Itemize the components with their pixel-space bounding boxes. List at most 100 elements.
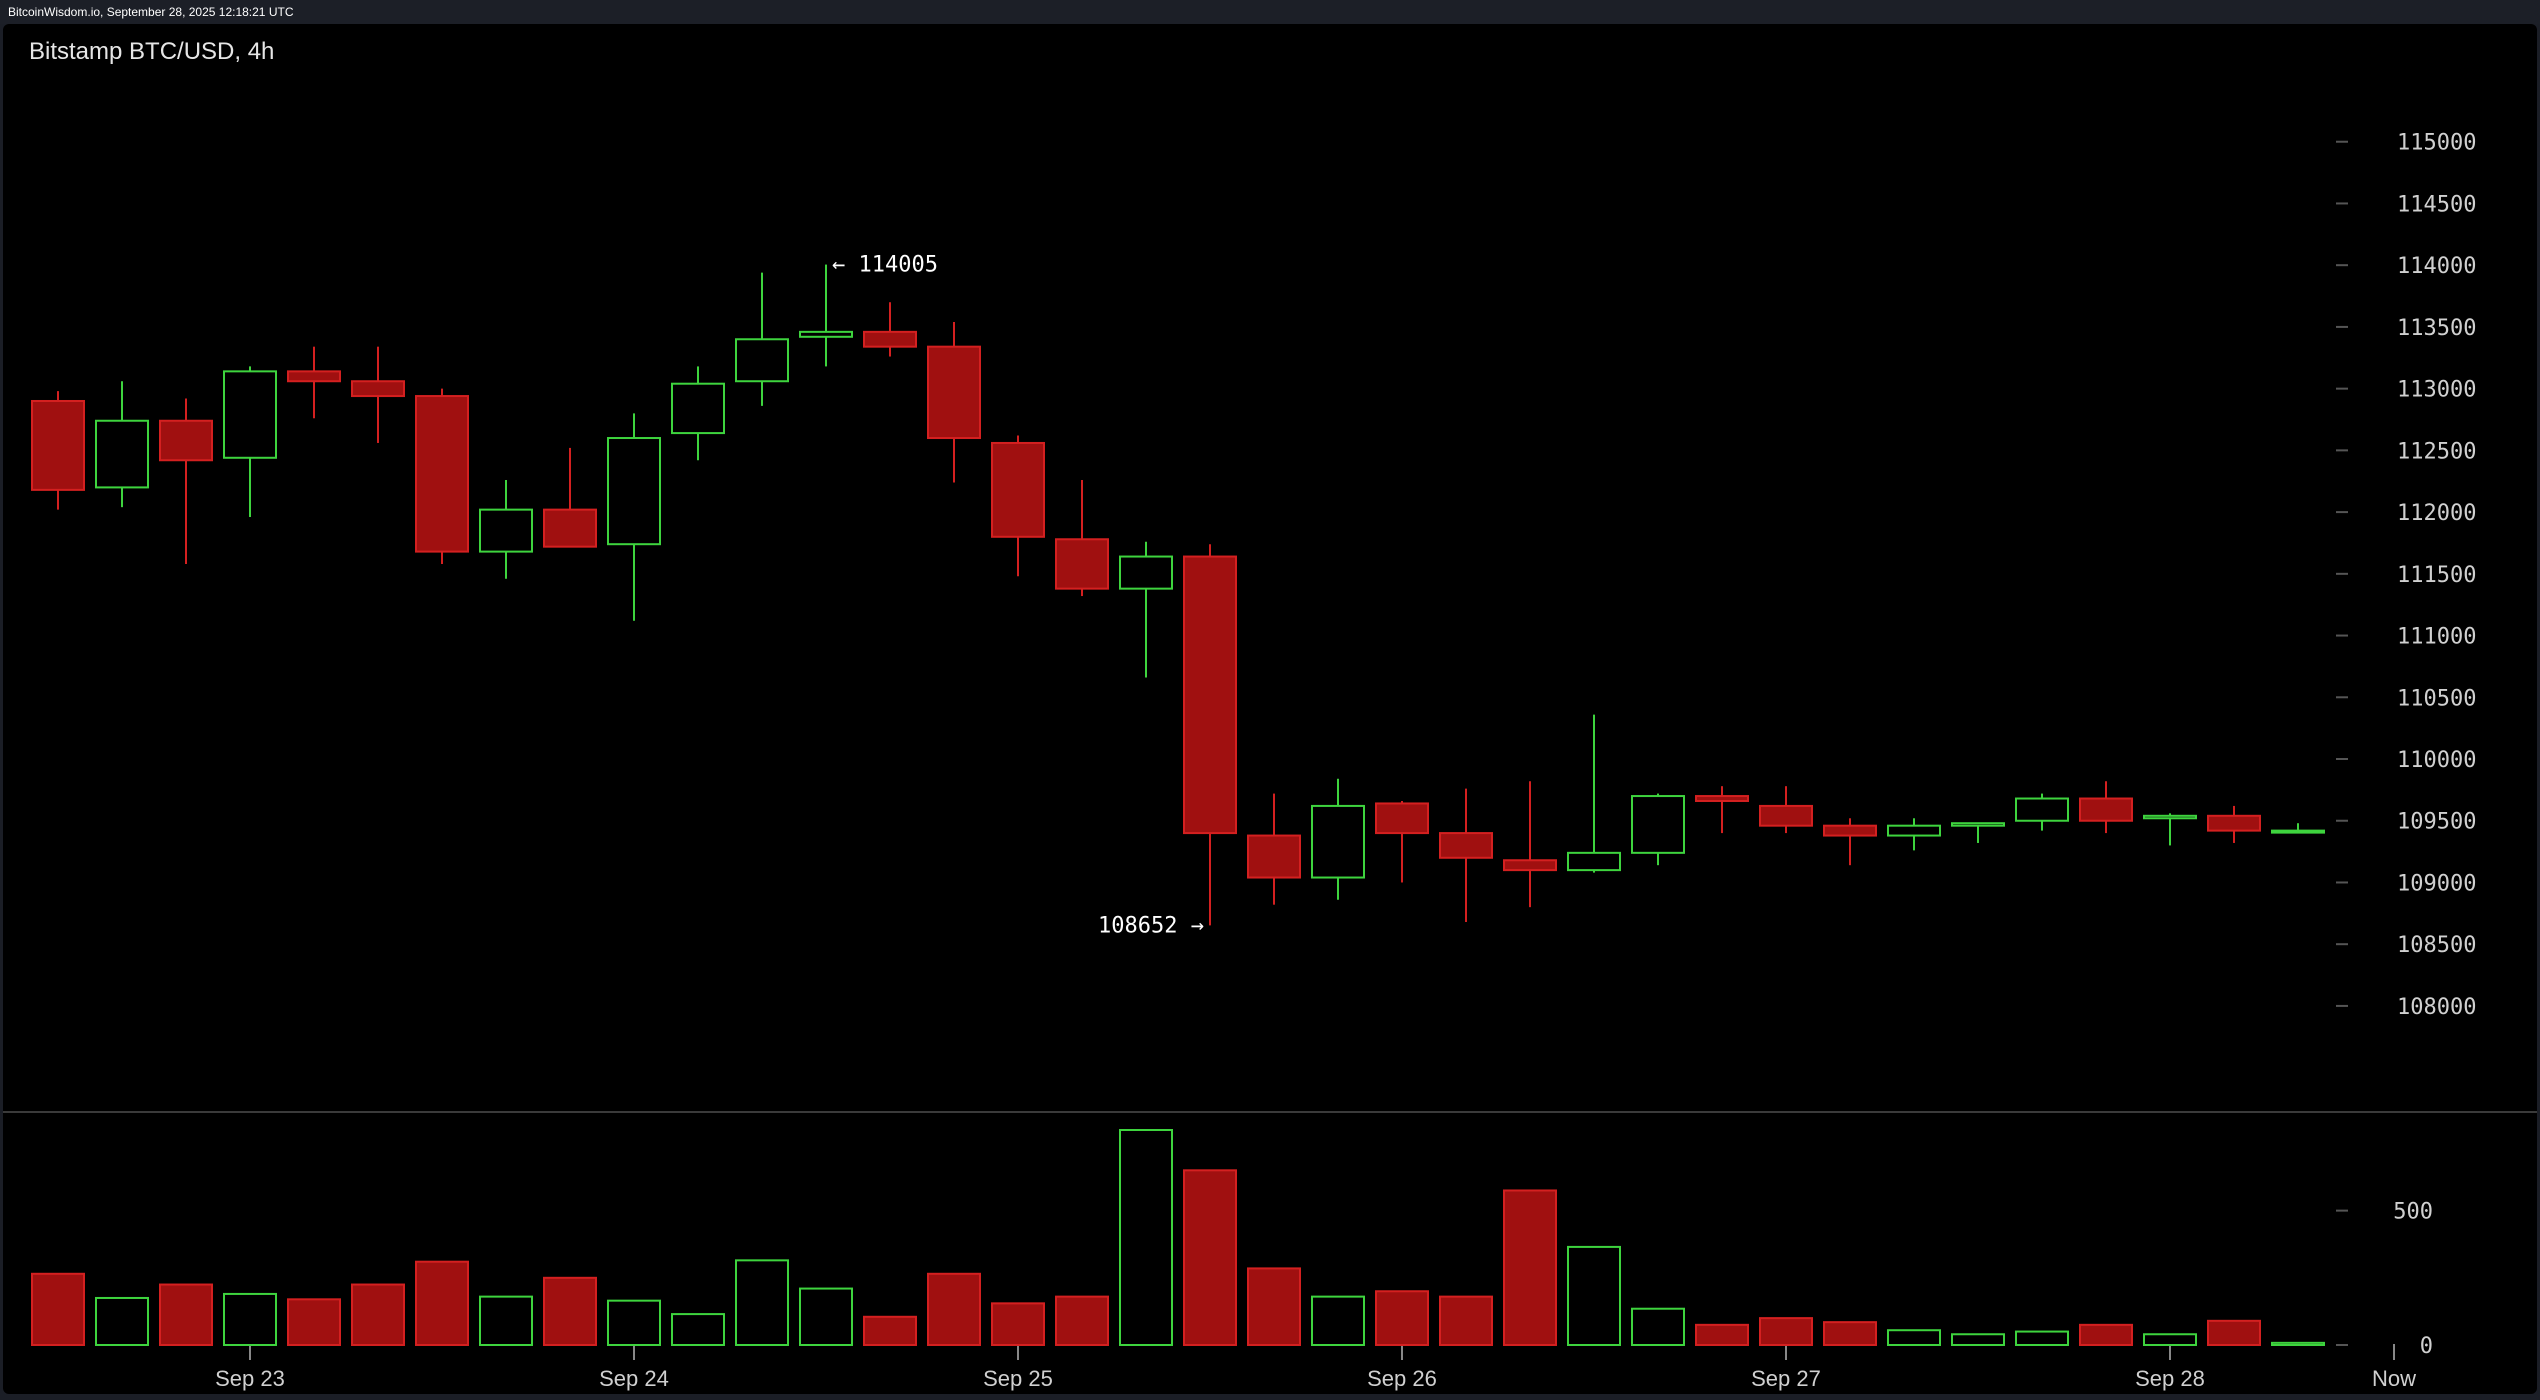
candle <box>1951 822 2005 843</box>
volume-bar <box>607 1299 661 1346</box>
source-line: BitcoinWisdom.io, September 28, 2025 12:… <box>8 5 294 19</box>
candle-body <box>223 370 277 459</box>
volume-bar <box>863 1315 917 1346</box>
price-tick-label: 109500 <box>2397 810 2476 835</box>
candle-body <box>1887 824 1941 837</box>
candle <box>607 413 661 621</box>
time-tick-label: Sep 23 <box>215 1366 285 1391</box>
candle-body <box>1247 834 1301 879</box>
candle-body <box>671 382 725 435</box>
volume-bar <box>1759 1317 1813 1346</box>
candle <box>1887 818 1941 851</box>
candle <box>159 398 213 564</box>
volume-bar <box>2143 1333 2197 1346</box>
candle-body <box>1951 822 2005 827</box>
candle-body <box>159 419 213 462</box>
candle-body <box>1119 555 1173 590</box>
candle <box>2271 823 2325 834</box>
candle <box>1311 778 1365 900</box>
candle <box>415 388 469 564</box>
volume-bar <box>671 1313 725 1346</box>
candle <box>799 264 853 367</box>
volume-bars <box>31 1129 2325 1346</box>
candle-body <box>1311 804 1365 879</box>
candle-body <box>2079 797 2133 822</box>
candle <box>1503 781 1557 908</box>
price-tick-label: 113000 <box>2397 378 2476 403</box>
volume-bar <box>287 1298 341 1346</box>
candle-body <box>1759 804 1813 827</box>
volume-bar <box>479 1295 533 1346</box>
candle <box>543 447 597 548</box>
price-tick-label: 109000 <box>2397 871 2476 896</box>
volume-bar <box>1503 1189 1557 1346</box>
volume-bar <box>2015 1330 2069 1346</box>
candle-body <box>1055 538 1109 590</box>
candle-body <box>799 330 853 338</box>
candle-body <box>543 508 597 548</box>
plot-background <box>3 24 2537 1394</box>
volume-bar <box>223 1292 277 1346</box>
price-tick-label: 115000 <box>2397 131 2476 156</box>
low-annotation: 108652 → <box>1098 913 1204 938</box>
candle <box>927 321 981 483</box>
price-tick-label: 112000 <box>2397 501 2476 526</box>
candle <box>1375 800 1429 883</box>
volume-bar <box>927 1272 981 1346</box>
volume-bar <box>2207 1319 2261 1346</box>
candle <box>351 346 405 443</box>
price-tick-label: 114500 <box>2397 192 2476 217</box>
volume-bar <box>95 1296 149 1346</box>
volume-bar <box>1119 1129 1173 1346</box>
candle <box>1695 786 1749 834</box>
high-annotation: ← 114005 <box>832 253 938 278</box>
price-tick-label: 110000 <box>2397 748 2476 773</box>
candle-body <box>287 370 341 383</box>
candle-body <box>1823 824 1877 837</box>
candle-body <box>31 399 85 491</box>
candle <box>1055 480 1109 597</box>
time-tick-label: Now <box>2372 1366 2416 1391</box>
candle <box>95 381 149 508</box>
time-tick-label: Sep 25 <box>983 1366 1053 1391</box>
source-bar: BitcoinWisdom.io, September 28, 2025 12:… <box>0 0 2540 24</box>
candle <box>287 346 341 419</box>
candle <box>1567 714 1621 873</box>
volume-bar <box>1375 1290 1429 1346</box>
candle-body <box>351 380 405 398</box>
candle <box>223 366 277 518</box>
price-tick-label: 110500 <box>2397 686 2476 711</box>
volume-bar <box>1695 1323 1749 1346</box>
candle-body <box>927 345 981 440</box>
volume-bar <box>2079 1323 2133 1346</box>
candle-body <box>735 338 789 383</box>
candle-body <box>1439 832 1493 859</box>
volume-bar <box>1439 1295 1493 1346</box>
candle <box>2207 805 2261 843</box>
candle-body <box>415 395 469 553</box>
volume-bar <box>1311 1295 1365 1346</box>
candle <box>1439 788 1493 922</box>
chart-title: Bitstamp BTC/USD, 4h <box>29 38 274 65</box>
candle <box>1183 544 1237 926</box>
price-tick-label: 114000 <box>2397 254 2476 279</box>
volume-bar <box>159 1283 213 1346</box>
volume-bar <box>2271 1341 2325 1346</box>
annotations: ← 114005 108652 → <box>832 253 1204 939</box>
volume-bar <box>1183 1169 1237 1346</box>
candle-body <box>863 330 917 348</box>
candle <box>1823 818 1877 866</box>
candle-body <box>607 437 661 546</box>
price-tick-label: 108500 <box>2397 933 2476 958</box>
time-axis: Sep 23 Sep 24 Sep 25 Sep 26 Sep 27 Sep 28 Now <box>215 1344 2416 1391</box>
candle-body <box>991 441 1045 538</box>
volume-bar <box>1247 1267 1301 1346</box>
volume-bar <box>799 1287 853 1346</box>
candle <box>31 391 85 510</box>
candle <box>735 272 789 406</box>
price-tick-label: 113500 <box>2397 316 2476 341</box>
candle <box>671 366 725 461</box>
volume-bar <box>991 1302 1045 1346</box>
candle <box>2143 813 2197 846</box>
candle <box>991 435 1045 577</box>
